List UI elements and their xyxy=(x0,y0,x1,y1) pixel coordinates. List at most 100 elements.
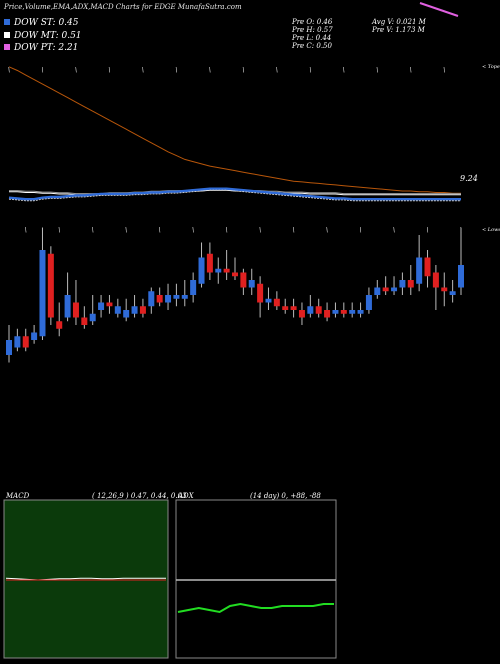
band-tick-mark: \ xyxy=(276,67,278,74)
candle-body xyxy=(31,332,38,340)
top-right-label: < Tope xyxy=(482,64,500,70)
candle-body xyxy=(165,295,172,303)
legend-swatch-mt xyxy=(4,32,10,38)
legend-dow-mt: DOW MT: 0.51 xyxy=(4,31,82,41)
chart-title: Price,Volume,EMA,ADX,MACD Charts for EDG… xyxy=(4,3,242,11)
candle-body xyxy=(399,280,406,288)
candle-body xyxy=(324,310,331,318)
candle-body xyxy=(181,295,188,299)
stat-prev-high: Pre H: 0.57 xyxy=(292,26,333,34)
stat-prev-open: Pre O: 0.46 xyxy=(292,18,333,26)
macd-params: ( 12,26,9 ) 0.47, 0.44, 0.03 xyxy=(92,492,187,500)
candle-body xyxy=(6,340,12,355)
stat-avg-volume: Avg V: 0.021 M xyxy=(372,18,426,26)
ema-st-lower-line xyxy=(8,189,461,202)
band-tick-mark: \ xyxy=(309,67,311,74)
candle-tick-mark: \ xyxy=(360,227,362,234)
candle-tick-mark: \ xyxy=(393,227,395,234)
candle-tick-mark: \ xyxy=(293,227,295,234)
candle-body xyxy=(424,257,431,277)
candle-body xyxy=(290,306,297,310)
candle-body xyxy=(416,257,423,284)
stat-prev-low: Pre L: 0.44 xyxy=(292,34,332,42)
macd-label: MACD xyxy=(6,492,30,500)
candle-body xyxy=(89,313,96,322)
legend-dow-pt: DOW PT: 2.21 xyxy=(4,43,78,53)
candle-body xyxy=(432,272,439,288)
legend-dow-st: DOW ST: 0.45 xyxy=(4,18,79,28)
candle-tick-mark: \ xyxy=(259,227,261,234)
ema-st-line xyxy=(8,187,461,201)
candle-body xyxy=(307,306,314,314)
candle-body xyxy=(391,287,398,292)
candle-body xyxy=(257,283,264,303)
legend-swatch-st xyxy=(4,19,10,25)
candle-body xyxy=(72,302,79,318)
candle-body xyxy=(156,295,163,303)
stat-prev-volume: Pre V: 1.173 M xyxy=(372,26,425,34)
candle-body xyxy=(273,298,280,307)
legend-label-pt: DOW PT: 2.21 xyxy=(14,43,79,53)
candle-tick-mark: \ xyxy=(58,227,60,234)
legend-label-mt: DOW MT: 0.51 xyxy=(14,31,82,41)
candle-tick-mark: \ xyxy=(25,227,27,234)
candle-body xyxy=(315,306,322,314)
candle-body xyxy=(47,253,54,318)
candle-body xyxy=(365,295,372,310)
candle-body xyxy=(173,295,180,299)
candle-body xyxy=(298,310,305,318)
candle-body xyxy=(441,287,448,292)
candle-tick-mark: \ xyxy=(226,227,228,234)
band-tick-mark: \ xyxy=(209,67,211,74)
candle-body xyxy=(64,295,71,318)
stat-prev-close: Pre C: 0.50 xyxy=(292,42,332,50)
candle-body xyxy=(458,265,464,288)
band-tick-mark: \ xyxy=(108,67,110,74)
candle-body xyxy=(248,280,255,288)
band-tick-mark: \ xyxy=(242,67,244,74)
band-tick-mark: \ xyxy=(443,67,445,74)
candle-body xyxy=(382,287,389,292)
band-tick-mark: \ xyxy=(75,67,77,74)
candle-body xyxy=(98,302,105,310)
candle-body xyxy=(223,268,230,273)
legend-swatch-pt xyxy=(4,44,10,50)
band-tick-mark: \ xyxy=(376,67,378,74)
candle-body xyxy=(56,321,63,329)
adx-params: (14 day) 0, +88, -88 xyxy=(250,492,321,500)
band-tick-mark: \ xyxy=(8,67,10,74)
candle-body xyxy=(215,268,222,273)
adx-label: ADX xyxy=(178,492,194,500)
candle-body xyxy=(206,253,213,273)
adx-panel xyxy=(175,499,337,659)
candle-body xyxy=(332,310,339,314)
candle-tick-mark: \ xyxy=(125,227,127,234)
candle-body xyxy=(14,336,21,348)
band-tick-mark: \ xyxy=(41,67,43,74)
band-tick-mark: \ xyxy=(175,67,177,74)
candle-body xyxy=(190,280,197,295)
candle-tick-mark: \ xyxy=(92,227,94,234)
candle-tick-mark: \ xyxy=(427,227,429,234)
candle-body xyxy=(198,257,205,284)
candle-body xyxy=(148,291,155,307)
candle-body xyxy=(265,298,272,303)
candle-body xyxy=(449,291,456,295)
band-tick-mark: \ xyxy=(410,67,412,74)
mid-right-label: < Lowest xyxy=(482,227,500,233)
candle-body xyxy=(22,336,29,348)
candle-body xyxy=(139,306,146,314)
pt-trend-line xyxy=(419,2,459,17)
adx-di-line xyxy=(177,602,334,614)
candle-body xyxy=(357,310,364,314)
price-tag: 9.24 xyxy=(460,174,478,183)
candle-body xyxy=(232,272,238,277)
ema-long-line xyxy=(8,66,461,194)
macd-panel xyxy=(3,499,169,659)
candle-body xyxy=(407,280,414,288)
candle-body xyxy=(81,317,88,325)
band-tick-mark: \ xyxy=(142,67,144,74)
candle-body xyxy=(123,310,130,318)
